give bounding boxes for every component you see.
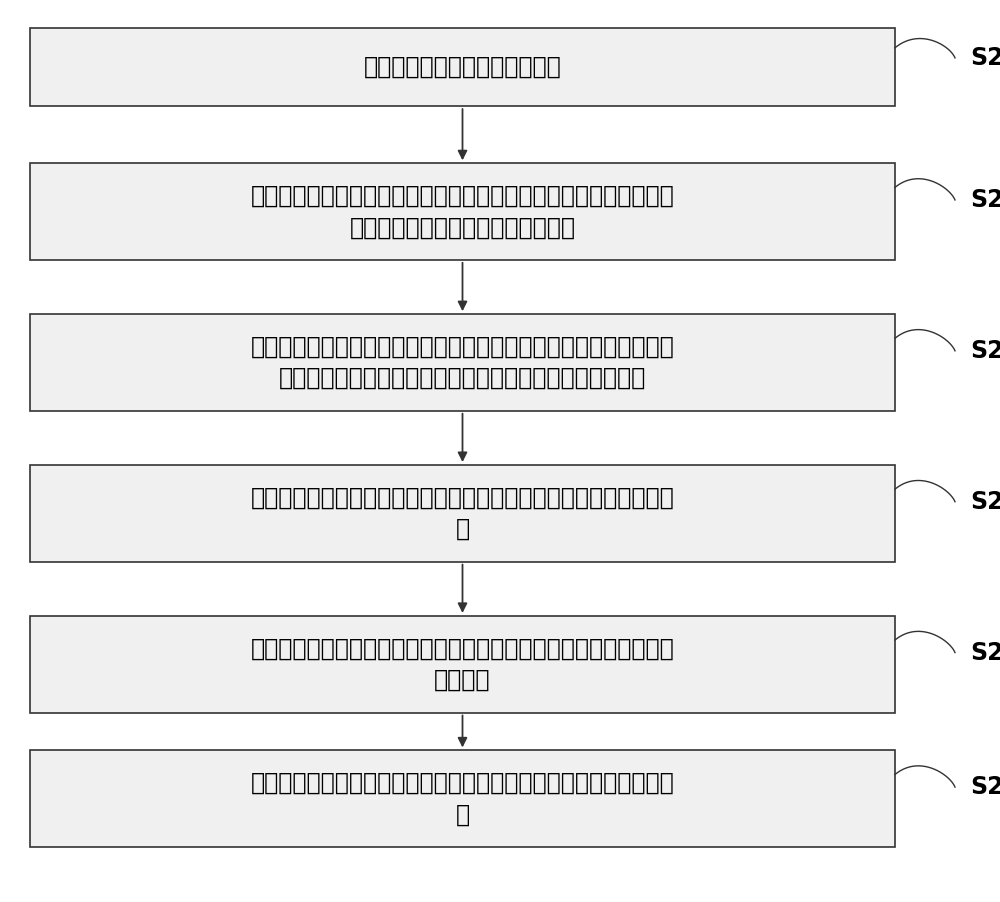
Text: S216: S216 [970, 775, 1000, 799]
Text: 对所述连铸冷床设备基础图元中的上斜坡冲渣沟周边图元进行设置调
整: 对所述连铸冷床设备基础图元中的上斜坡冲渣沟周边图元进行设置调 整 [251, 485, 674, 541]
Bar [30, 616, 895, 713]
Text: 基于所述上斜坡冲渣沟辅助数据图元提取的数据，对所述连铸冷床设
备基础图元中的冲渣沟沟体侧壁水平钢筋图元进行设置调整: 基于所述上斜坡冲渣沟辅助数据图元提取的数据，对所述连铸冷床设 备基础图元中的冲渣… [251, 335, 674, 391]
Text: S215: S215 [970, 640, 1000, 665]
Bar [30, 163, 895, 260]
Text: S211: S211 [970, 46, 1000, 69]
Bar [30, 465, 895, 562]
Text: 对所述连铸冷床设备基础图元中的外边缘基础侧壁水平钢筋图元进行
设置调整: 对所述连铸冷床设备基础图元中的外边缘基础侧壁水平钢筋图元进行 设置调整 [251, 637, 674, 692]
Bar [30, 28, 895, 106]
Text: S213: S213 [970, 339, 1000, 363]
Text: 通过上斜坡冲渣沟辅助数据图元对所述连铸冷床设备基础图元中的冲
渣沟上斜波图元进行电算精细化调整: 通过上斜坡冲渣沟辅助数据图元对所述连铸冷床设备基础图元中的冲 渣沟上斜波图元进行… [251, 184, 674, 239]
Text: S214: S214 [970, 490, 1000, 514]
Text: 定义所述连铸冷床设备基础图元: 定义所述连铸冷床设备基础图元 [364, 55, 561, 79]
Text: S212: S212 [970, 188, 1000, 212]
Text: 对所述连铸冷床设备基础图元中的基础顶部矮墙钢筋图元进行设置调
整: 对所述连铸冷床设备基础图元中的基础顶部矮墙钢筋图元进行设置调 整 [251, 771, 674, 826]
Bar [30, 314, 895, 410]
Bar [30, 750, 895, 847]
